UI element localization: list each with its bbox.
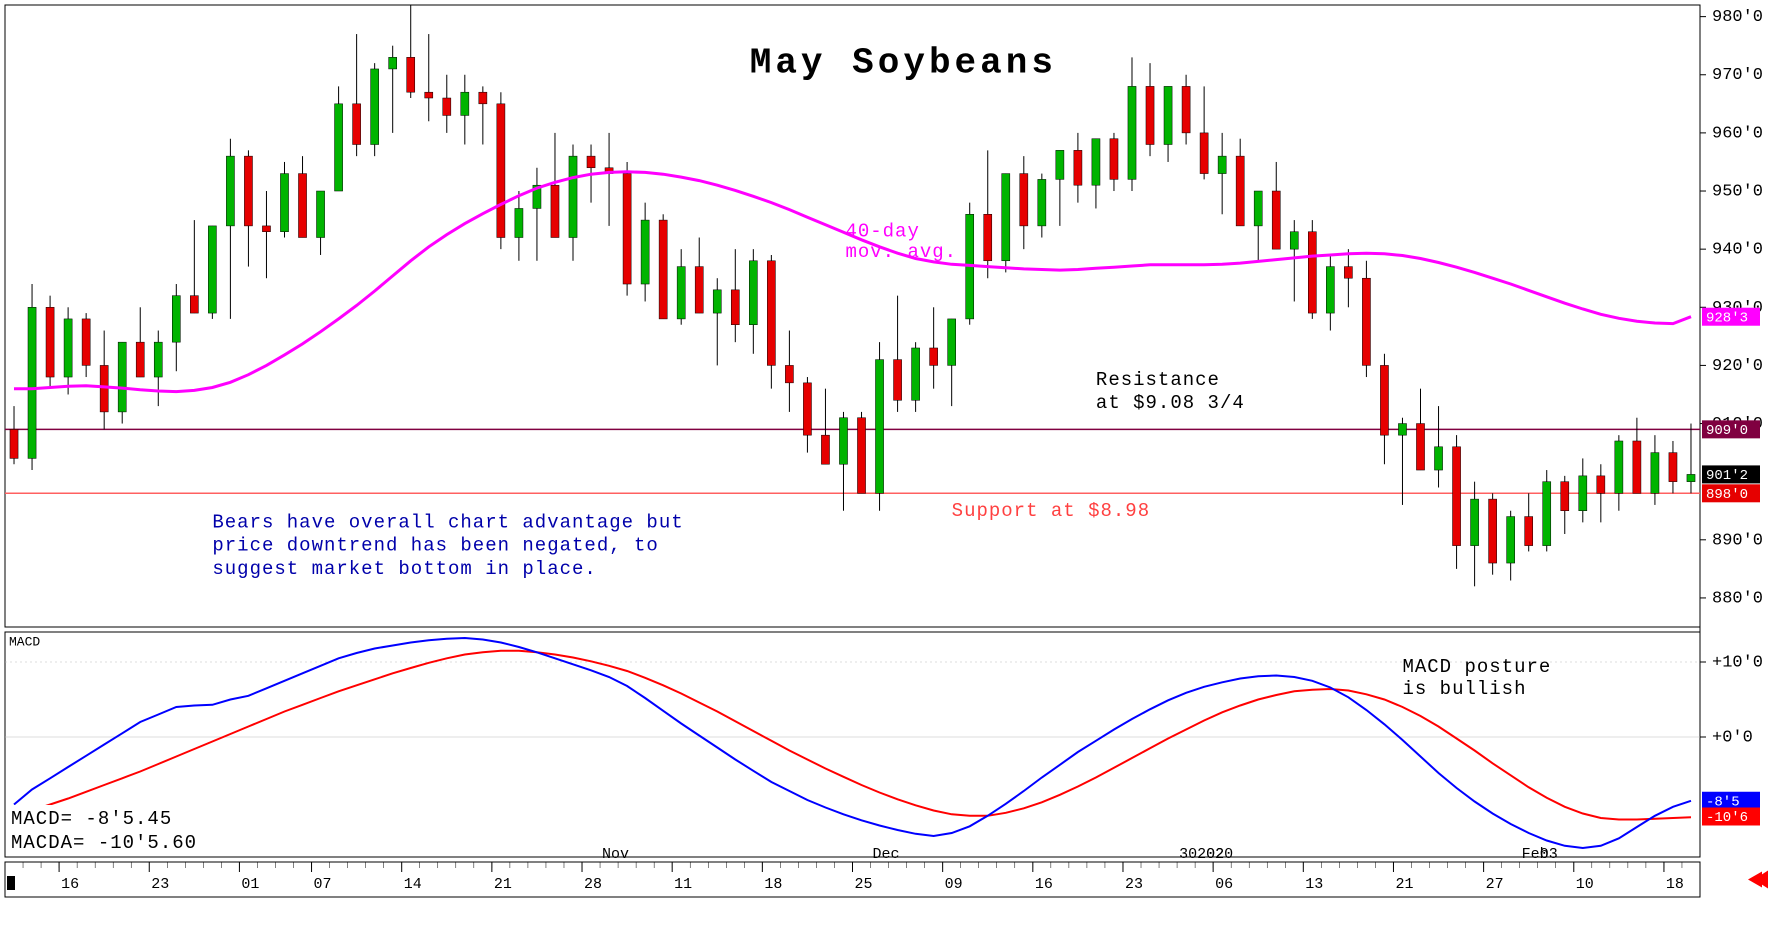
xaxis-tick-label: 21 — [494, 876, 512, 893]
scroll-left-arrow-icon[interactable] — [1748, 872, 1762, 888]
svg-text:Support at $8.98: Support at $8.98 — [952, 500, 1150, 522]
price-axis-label: 940'0 — [1712, 241, 1763, 260]
xaxis-month-label: 03 — [1540, 846, 1558, 863]
svg-text:is bullish: is bullish — [1402, 678, 1526, 700]
svg-text:928'3: 928'3 — [1706, 310, 1748, 326]
svg-text:MACD posture: MACD posture — [1402, 656, 1551, 678]
price-axis-label: 890'0 — [1712, 531, 1763, 550]
price-axis-label: 970'0 — [1712, 66, 1763, 85]
xaxis-major-label: 2020 — [1197, 846, 1233, 863]
svg-text:901'2: 901'2 — [1706, 468, 1748, 484]
xaxis-tick-label: 18 — [1666, 876, 1684, 893]
xaxis-month-label: Dec — [873, 846, 900, 863]
xaxis-tick-label: 01 — [241, 876, 259, 893]
xaxis-tick-label: 13 — [1305, 876, 1323, 893]
svg-text:MACD: MACD — [9, 634, 40, 649]
macda-readout: MACDA= -10'5.60 — [11, 832, 197, 854]
svg-text:-10'6: -10'6 — [1706, 810, 1748, 826]
svg-text:909'0: 909'0 — [1706, 423, 1748, 439]
chart-root: { "title": "May Soybeans", "layout": { "… — [0, 0, 1779, 932]
price-axis-label: 950'0 — [1712, 183, 1763, 202]
xaxis-tick-label: 07 — [314, 876, 332, 893]
svg-text:at $9.08 3/4: at $9.08 3/4 — [1096, 392, 1245, 414]
svg-text:mov. avg.: mov. avg. — [845, 241, 957, 263]
svg-text:Bears have overall chart advan: Bears have overall chart advantage but — [212, 511, 683, 533]
chart-svg: 880'0890'0910'0920'0930'0940'0950'0960'0… — [0, 0, 1779, 932]
xaxis-tick-label: 18 — [764, 876, 782, 893]
xaxis-tick-label: 10 — [1576, 876, 1594, 893]
price-axis-label: 880'0 — [1712, 589, 1763, 608]
xaxis-tick-label: 21 — [1395, 876, 1413, 893]
svg-text:40-day: 40-day — [845, 221, 919, 243]
svg-text:suggest market bottom in place: suggest market bottom in place. — [212, 558, 596, 580]
chart-title: May Soybeans — [750, 43, 1057, 84]
price-axis-label: 960'0 — [1712, 124, 1763, 143]
xaxis-tick-label: 16 — [61, 876, 79, 893]
xaxis-tick-label: 06 — [1215, 876, 1233, 893]
macd-readout: MACD= -8'5.45 — [11, 808, 172, 830]
xaxis-tick-label: 09 — [945, 876, 963, 893]
price-axis-label: 920'0 — [1712, 357, 1763, 376]
xaxis-month-label: Nov — [602, 846, 629, 863]
xaxis-tick-label: 25 — [855, 876, 873, 893]
xaxis-tick-label: 28 — [584, 876, 602, 893]
svg-text:898'0: 898'0 — [1706, 487, 1748, 503]
xaxis-tick-label: 16 — [1035, 876, 1053, 893]
xaxis-tick-label: 23 — [1125, 876, 1143, 893]
svg-text:+10'0: +10'0 — [1712, 653, 1763, 672]
svg-text:+0'0: +0'0 — [1712, 728, 1753, 747]
xaxis-tick-label: 23 — [151, 876, 169, 893]
svg-text:Resistance: Resistance — [1096, 369, 1220, 391]
xaxis-tick-label: 27 — [1486, 876, 1504, 893]
price-axis-label: 980'0 — [1712, 8, 1763, 27]
svg-text:price downtrend has been negat: price downtrend has been negated, to — [212, 535, 658, 557]
xaxis-tick-label: 14 — [404, 876, 422, 893]
xaxis-tick-label: 11 — [674, 876, 692, 893]
